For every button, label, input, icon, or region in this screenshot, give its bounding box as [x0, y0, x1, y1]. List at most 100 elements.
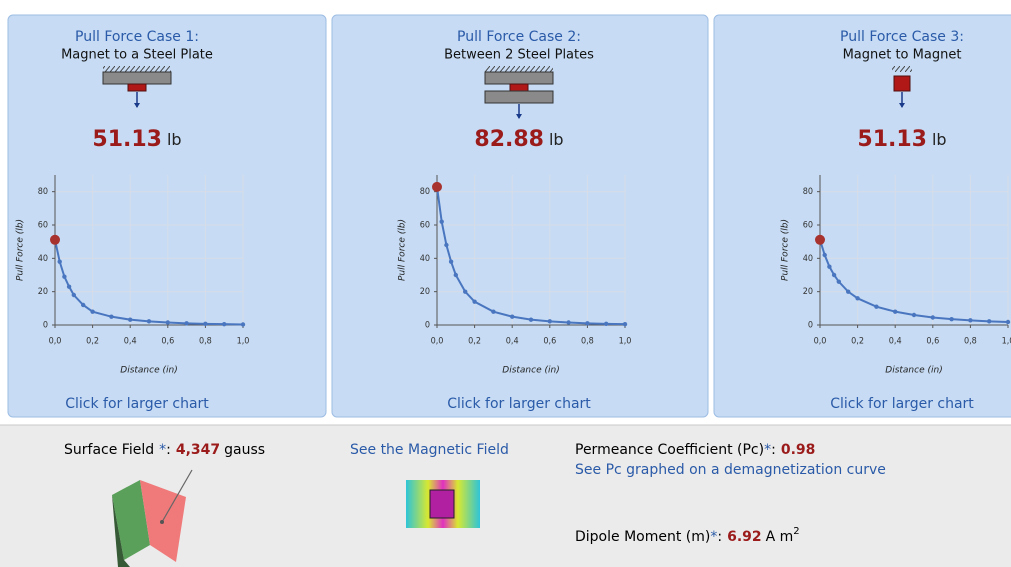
sep: :: [771, 442, 776, 458]
x-axis-label: Distance (in): [502, 366, 559, 376]
y-axis-label: Pull Force (lb): [398, 219, 408, 281]
point: [203, 322, 207, 326]
magnet: [128, 84, 146, 91]
highlight-point: [815, 235, 825, 245]
x-tick-label: 0,0: [431, 337, 444, 347]
panel-subtitle: Between 2 Steel Plates: [444, 48, 594, 63]
x-tick-label: 0,6: [543, 337, 556, 347]
larger-chart-link[interactable]: Click for larger chart: [65, 396, 209, 412]
panel-title: Pull Force Case 1:: [75, 29, 199, 45]
steel-plate: [485, 72, 553, 84]
point: [491, 309, 495, 313]
point: [585, 321, 589, 325]
y-tick-label: 80: [420, 187, 430, 197]
screen: Surface Field*:4,347gauss See the Magnet…: [0, 0, 1011, 567]
force-number: 51.13: [92, 127, 162, 152]
point: [62, 274, 66, 278]
x-tick-label: 1,0: [1002, 337, 1011, 347]
x-tick-label: 0,0: [49, 337, 62, 347]
y-axis-label: Pull Force (lb): [781, 219, 791, 281]
asterisk[interactable]: *: [710, 529, 717, 545]
label: Permeance Coefficient (Pc): [575, 442, 764, 458]
larger-chart-link[interactable]: Click for larger chart: [447, 396, 591, 412]
force-unit: lb: [932, 130, 947, 149]
point: [566, 320, 570, 324]
point: [548, 319, 552, 323]
pc-link[interactable]: See Pc graphed on a demagnetization curv…: [575, 462, 886, 478]
x-tick-label: 0,0: [814, 337, 827, 347]
point: [874, 304, 878, 308]
point: [912, 313, 916, 317]
point: [931, 315, 935, 319]
y-tick-label: 20: [420, 287, 430, 297]
x-tick-label: 1,0: [237, 337, 250, 347]
panel-subtitle: Magnet to a Steel Plate: [61, 48, 213, 63]
y-tick-label: 60: [38, 221, 48, 231]
x-tick-label: 0,8: [964, 337, 977, 347]
x-tick-label: 0,2: [851, 337, 864, 347]
sep: :: [166, 442, 171, 458]
steel-plate: [103, 72, 171, 84]
larger-chart-link[interactable]: Click for larger chart: [830, 396, 974, 412]
y-tick-label: 0: [425, 321, 430, 331]
point: [81, 303, 85, 307]
point: [823, 253, 827, 257]
asterisk[interactable]: *: [764, 442, 771, 458]
point: [846, 289, 850, 293]
panel-subtitle: Magnet to Magnet: [843, 48, 962, 63]
hatch: [485, 66, 553, 72]
sep: :: [717, 529, 722, 545]
point: [1006, 320, 1010, 324]
point: [184, 321, 188, 325]
point: [449, 259, 453, 263]
value: 4,347: [176, 442, 220, 458]
point: [623, 322, 627, 326]
value: 0.98: [781, 442, 816, 458]
point: [109, 314, 113, 318]
point: [472, 299, 476, 303]
x-tick-label: 1,0: [619, 337, 632, 347]
y-tick-label: 0: [808, 321, 813, 331]
unit: A m: [766, 529, 794, 545]
highlight-point: [50, 235, 60, 245]
point: [67, 284, 71, 288]
asterisk[interactable]: *: [159, 442, 166, 458]
field-link[interactable]: See the Magnetic Field: [350, 442, 509, 458]
force-unit: lb: [549, 130, 564, 149]
hatch: [892, 66, 912, 72]
y-tick-label: 40: [803, 254, 813, 264]
y-tick-label: 20: [38, 287, 48, 297]
point: [832, 273, 836, 277]
point: [72, 293, 76, 297]
point: [147, 319, 151, 323]
unit-exponent: 2: [793, 526, 799, 537]
y-axis-label: Pull Force (lb): [16, 219, 26, 281]
point: [444, 243, 448, 247]
point: [510, 314, 514, 318]
field-image[interactable]: [406, 480, 480, 528]
point: [529, 317, 533, 321]
point: [827, 264, 831, 268]
x-tick-label: 0,4: [889, 337, 902, 347]
x-tick-label: 0,4: [506, 337, 519, 347]
point: [454, 273, 458, 277]
x-tick-label: 0,2: [468, 337, 481, 347]
point: [222, 322, 226, 326]
point: [893, 309, 897, 313]
label: Dipole Moment (m): [575, 529, 710, 545]
point: [968, 318, 972, 322]
page: Surface Field*:4,347gauss See the Magnet…: [0, 0, 1011, 567]
y-tick-label: 80: [38, 187, 48, 197]
force-number: 51.13: [857, 127, 927, 152]
force-unit: lb: [167, 130, 182, 149]
point: [58, 259, 62, 263]
force-number: 82.88: [474, 127, 544, 152]
point: [166, 320, 170, 324]
steel-plate: [485, 91, 553, 103]
x-tick-label: 0,8: [199, 337, 212, 347]
panel: [714, 15, 1011, 417]
point: [949, 317, 953, 321]
x-axis-label: Distance (in): [885, 366, 942, 376]
y-tick-label: 40: [420, 254, 430, 264]
force-value: 51.13 lb: [857, 127, 946, 152]
